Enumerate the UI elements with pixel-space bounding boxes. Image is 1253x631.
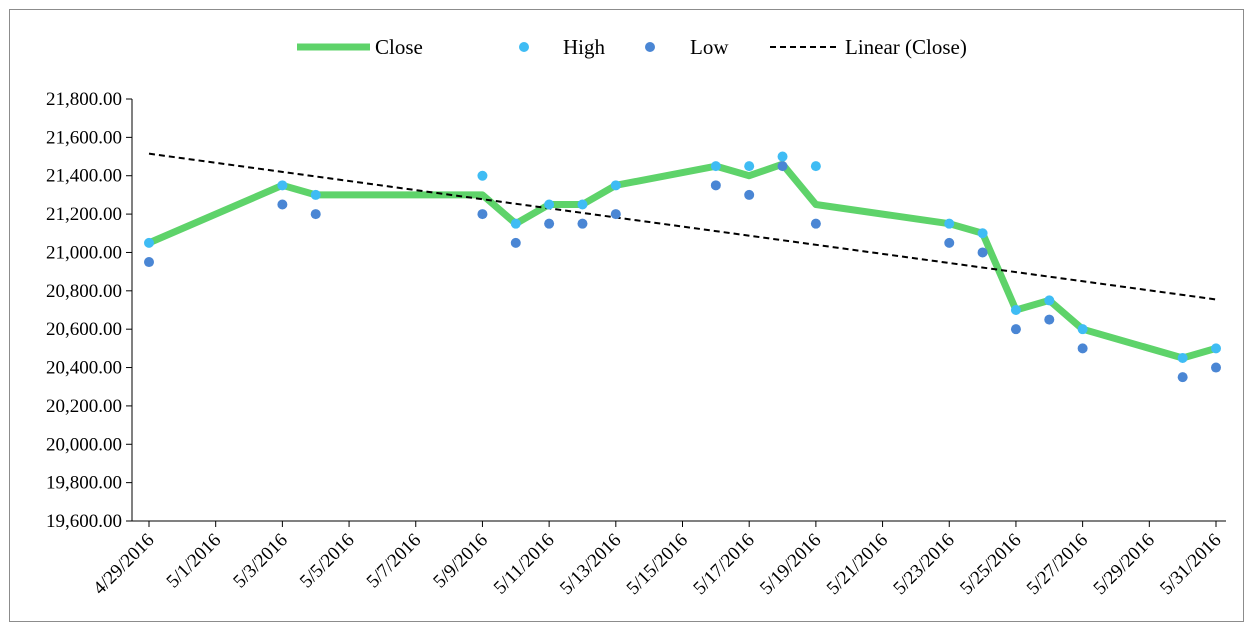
x-tick-label: 5/21/2016 — [823, 530, 892, 599]
y-axis-ticks: 19,600.00 19,800.00 20,000.00 20,200.00 20,4… — [46, 89, 132, 532]
high-point — [277, 180, 288, 191]
y-tick-label: 21,800.00 — [46, 89, 122, 110]
low-point — [477, 209, 488, 220]
x-tick-label: 5/1/2016 — [163, 530, 226, 593]
high-point — [1044, 295, 1055, 306]
high-point — [777, 151, 788, 162]
x-tick-label: 5/17/2016 — [689, 530, 758, 599]
y-tick-label: 19,800.00 — [46, 473, 122, 494]
y-tick-label: 21,200.00 — [46, 204, 122, 225]
y-tick-label: 21,400.00 — [46, 166, 122, 187]
high-point — [1177, 352, 1188, 363]
low-point — [710, 180, 721, 191]
high-point — [477, 170, 488, 181]
y-tick-label: 20,400.00 — [46, 358, 122, 379]
high-point — [577, 199, 588, 210]
low-point — [1010, 324, 1021, 335]
low-point — [144, 257, 154, 268]
y-tick-label: 20,800.00 — [46, 281, 122, 302]
legend-high-label: High — [563, 35, 606, 59]
low-point — [310, 209, 321, 220]
high-point — [610, 180, 621, 191]
high-point — [810, 161, 821, 172]
low-point — [1211, 362, 1221, 373]
high-point — [710, 161, 721, 172]
x-tick-label: 5/23/2016 — [889, 530, 958, 599]
chart-frame — [9, 9, 1244, 622]
legend-low-label: Low — [690, 35, 729, 59]
x-tick-label: 5/31/2016 — [1156, 530, 1225, 599]
high-point — [510, 218, 521, 229]
legend-low-marker — [645, 42, 655, 52]
low-point — [810, 218, 821, 229]
plot-series — [144, 151, 1221, 383]
x-tick-label: 5/29/2016 — [1090, 530, 1159, 599]
x-tick-label: 5/3/2016 — [229, 530, 292, 593]
x-tick-label: 5/9/2016 — [429, 530, 492, 593]
high-point — [144, 237, 154, 248]
high-point — [1211, 343, 1221, 354]
x-tick-label: 5/11/2016 — [490, 530, 559, 599]
low-point — [510, 237, 521, 248]
high-point — [544, 199, 555, 210]
high-point — [1010, 305, 1021, 315]
low-point — [744, 189, 755, 200]
x-tick-label: 5/15/2016 — [623, 530, 692, 599]
x-axis-ticks: 4/29/2016 5/1/2016 5/3/2016 5/5/2016 5/7/201… — [89, 521, 1226, 599]
x-tick-label: 5/19/2016 — [756, 530, 825, 599]
low-point — [577, 218, 588, 229]
high-point — [977, 228, 988, 239]
y-tick-label: 20,600.00 — [46, 319, 122, 340]
x-tick-label: 4/29/2016 — [89, 530, 158, 599]
low-point — [544, 218, 555, 229]
legend: Close High Low Linear (Close) — [297, 35, 967, 59]
low-point — [944, 237, 955, 248]
low-point — [610, 209, 621, 220]
low-point — [1077, 343, 1088, 354]
x-tick-label: 5/27/2016 — [1023, 530, 1092, 599]
legend-high-marker — [519, 42, 529, 52]
y-tick-label: 20,000.00 — [46, 434, 122, 455]
low-point — [1177, 372, 1188, 383]
low-point — [277, 199, 288, 210]
legend-trend-label: Linear (Close) — [845, 35, 967, 59]
legend-close-label: Close — [375, 35, 423, 59]
low-point — [1044, 314, 1055, 325]
y-tick-label: 20,200.00 — [46, 396, 122, 417]
x-tick-label: 5/13/2016 — [556, 530, 625, 599]
y-tick-label: 21,600.00 — [46, 127, 122, 148]
x-tick-label: 5/7/2016 — [363, 530, 426, 593]
y-tick-label: 19,600.00 — [46, 511, 122, 532]
x-tick-label: 5/25/2016 — [956, 530, 1025, 599]
high-point — [1077, 324, 1088, 335]
low-point — [777, 161, 788, 172]
high-point — [744, 161, 755, 172]
y-tick-label: 21,000.00 — [46, 242, 122, 263]
low-point — [977, 247, 988, 258]
high-point — [310, 189, 321, 200]
x-tick-label: 5/5/2016 — [296, 530, 359, 593]
close-series-line — [145, 160, 1220, 362]
high-point — [944, 218, 955, 229]
